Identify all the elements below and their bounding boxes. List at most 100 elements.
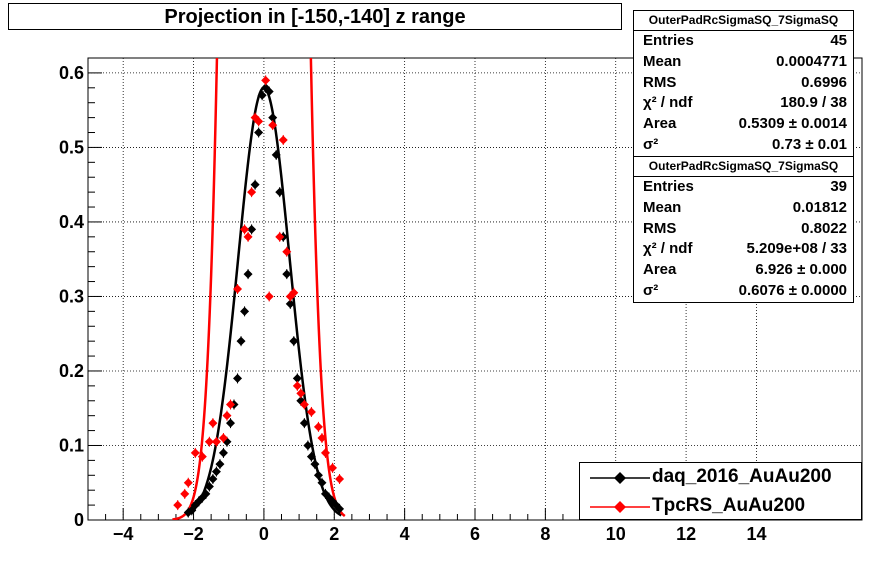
data-point-daq [306, 452, 316, 462]
y-tick-label: 0 [74, 510, 84, 530]
data-point-daq [211, 467, 221, 477]
data-point-daq [268, 113, 278, 123]
data-point-daq [240, 306, 250, 316]
legend-marker-black [590, 472, 650, 484]
data-point-daq [292, 373, 302, 383]
data-point-tpcrs [204, 437, 214, 447]
fit-curve-tpcrs [172, 58, 346, 520]
data-point-tpcrs [289, 288, 299, 298]
stats-row: Area 6.926 ± 0.000 [643, 261, 847, 279]
x-tick-label: 8 [540, 524, 550, 544]
data-point-tpcrs [240, 224, 250, 234]
legend-label: daq_2016_AuAu200 [652, 466, 832, 487]
data-point-tpcrs [328, 463, 338, 473]
stats-row: χ² / ndf 5.209e+08 / 33 [643, 240, 847, 258]
stats-row: RMS 0.6996 [643, 73, 847, 91]
legend-marker-red [590, 501, 650, 513]
x-tick-label: 2 [329, 524, 339, 544]
data-point-daq [236, 336, 246, 346]
data-point-tpcrs [218, 433, 228, 443]
stats-row: Mean 0.0004771 [643, 52, 847, 70]
y-tick-label: 0.6 [59, 63, 84, 83]
data-point-daq [299, 418, 309, 428]
data-point-tpcrs [180, 489, 190, 499]
stats-row: RMS 0.8022 [643, 219, 847, 237]
fit-curves [172, 58, 346, 520]
data-point-daq [204, 481, 214, 491]
data-point-tpcrs [306, 407, 316, 417]
data-point-tpcrs [275, 232, 285, 242]
data-point-daq [275, 187, 285, 197]
axes [87, 57, 863, 521]
legend-label: TpcRS_AuAu200 [652, 495, 806, 516]
data-point-daq [264, 87, 274, 97]
stats-row: Mean 0.01812 [643, 198, 847, 216]
stats-header: OuterPadRcSigmaSQ_7SigmaSQ [634, 11, 853, 31]
legend: daq_2016_AuAu200 TpcRS_AuAu200 [579, 462, 862, 520]
data-point-tpcrs [299, 400, 309, 409]
data-point-daq [215, 459, 225, 469]
x-tick-label: −2 [183, 524, 204, 544]
data-point-tpcrs [243, 232, 253, 242]
data-point-tpcrs [211, 437, 221, 447]
tick-labels: −4 −2 0 2 4 6 8 10 12 14 0 0.1 0.2 0.3 0.4 0.5 0.6 [59, 63, 767, 544]
data-point-tpcrs [250, 113, 260, 123]
data-point-tpcrs [190, 448, 200, 458]
data-point-tpcrs [335, 474, 345, 484]
data-point-daq [335, 504, 345, 514]
stats-box-tpcrs: OuterPadRcSigmaSQ_7SigmaSQ Entries 39 Mea… [633, 156, 854, 303]
stats-row: Entries 45 [643, 32, 847, 49]
data-point-daq [218, 448, 228, 458]
x-tick-label: 12 [676, 524, 696, 544]
stats-box-daq: OuterPadRcSigmaSQ_7SigmaSQ Entries 45 Mea… [633, 10, 854, 157]
x-tick-label: 0 [259, 524, 269, 544]
data-point-tpcrs [264, 291, 274, 301]
data-point-tpcrs [222, 411, 232, 421]
x-tick-label: −4 [113, 524, 134, 544]
data-point-tpcrs [254, 116, 264, 126]
data-point-daq [225, 418, 235, 428]
data-point-tpcrs [233, 284, 243, 294]
data-point-daq [247, 224, 257, 234]
stats-header: OuterPadRcSigmaSQ_7SigmaSQ [634, 157, 853, 177]
legend-entry-tpcrs: TpcRS_AuAu200 [580, 492, 861, 521]
data-point-daq [317, 478, 327, 488]
stats-row: Entries 39 [643, 178, 847, 195]
data-point-daq [250, 180, 260, 190]
data-point-tpcrs [292, 381, 302, 391]
data-point-tpcrs [247, 187, 257, 197]
data-point-daq [313, 470, 323, 480]
y-tick-label: 0.1 [59, 435, 84, 455]
legend-entry-daq: daq_2016_AuAu200 [580, 463, 861, 492]
data-point-daq [271, 150, 281, 160]
y-tick-label: 0.4 [59, 212, 84, 232]
chart-title: Projection in [-150,-140] z range [8, 3, 622, 30]
stats-row: σ² 0.73 ± 0.01 [643, 135, 847, 153]
y-tick-label: 0.5 [59, 137, 84, 157]
data-point-daq [285, 299, 295, 309]
data-point-tpcrs [313, 422, 323, 432]
stats-row: Area 0.5309 ± 0.0014 [643, 115, 847, 133]
data-point-tpcrs [268, 120, 278, 130]
data-point-tpcrs [320, 448, 330, 458]
data-point-daq [243, 269, 253, 279]
data-point-daq [310, 459, 320, 469]
x-tick-label: 14 [746, 524, 766, 544]
data-point-tpcrs [173, 500, 183, 510]
x-tick-label: 4 [400, 524, 410, 544]
x-tick-label: 10 [606, 524, 626, 544]
data-point-tpcrs [208, 418, 218, 428]
data-point-daq [208, 474, 218, 484]
data-point-daq [254, 128, 264, 138]
data-point-daq [289, 336, 299, 346]
stats-row: χ² / ndf 180.9 / 38 [643, 94, 847, 112]
data-point-tpcrs [261, 75, 271, 85]
data-point-tpcrs [282, 247, 292, 257]
data-point-daq [201, 489, 211, 499]
data-points [173, 75, 345, 518]
data-point-tpcrs [296, 388, 306, 398]
data-point-tpcrs [317, 433, 327, 443]
y-tick-label: 0.3 [59, 286, 84, 306]
data-point-daq [233, 373, 243, 383]
y-tick-label: 0.2 [59, 361, 84, 381]
